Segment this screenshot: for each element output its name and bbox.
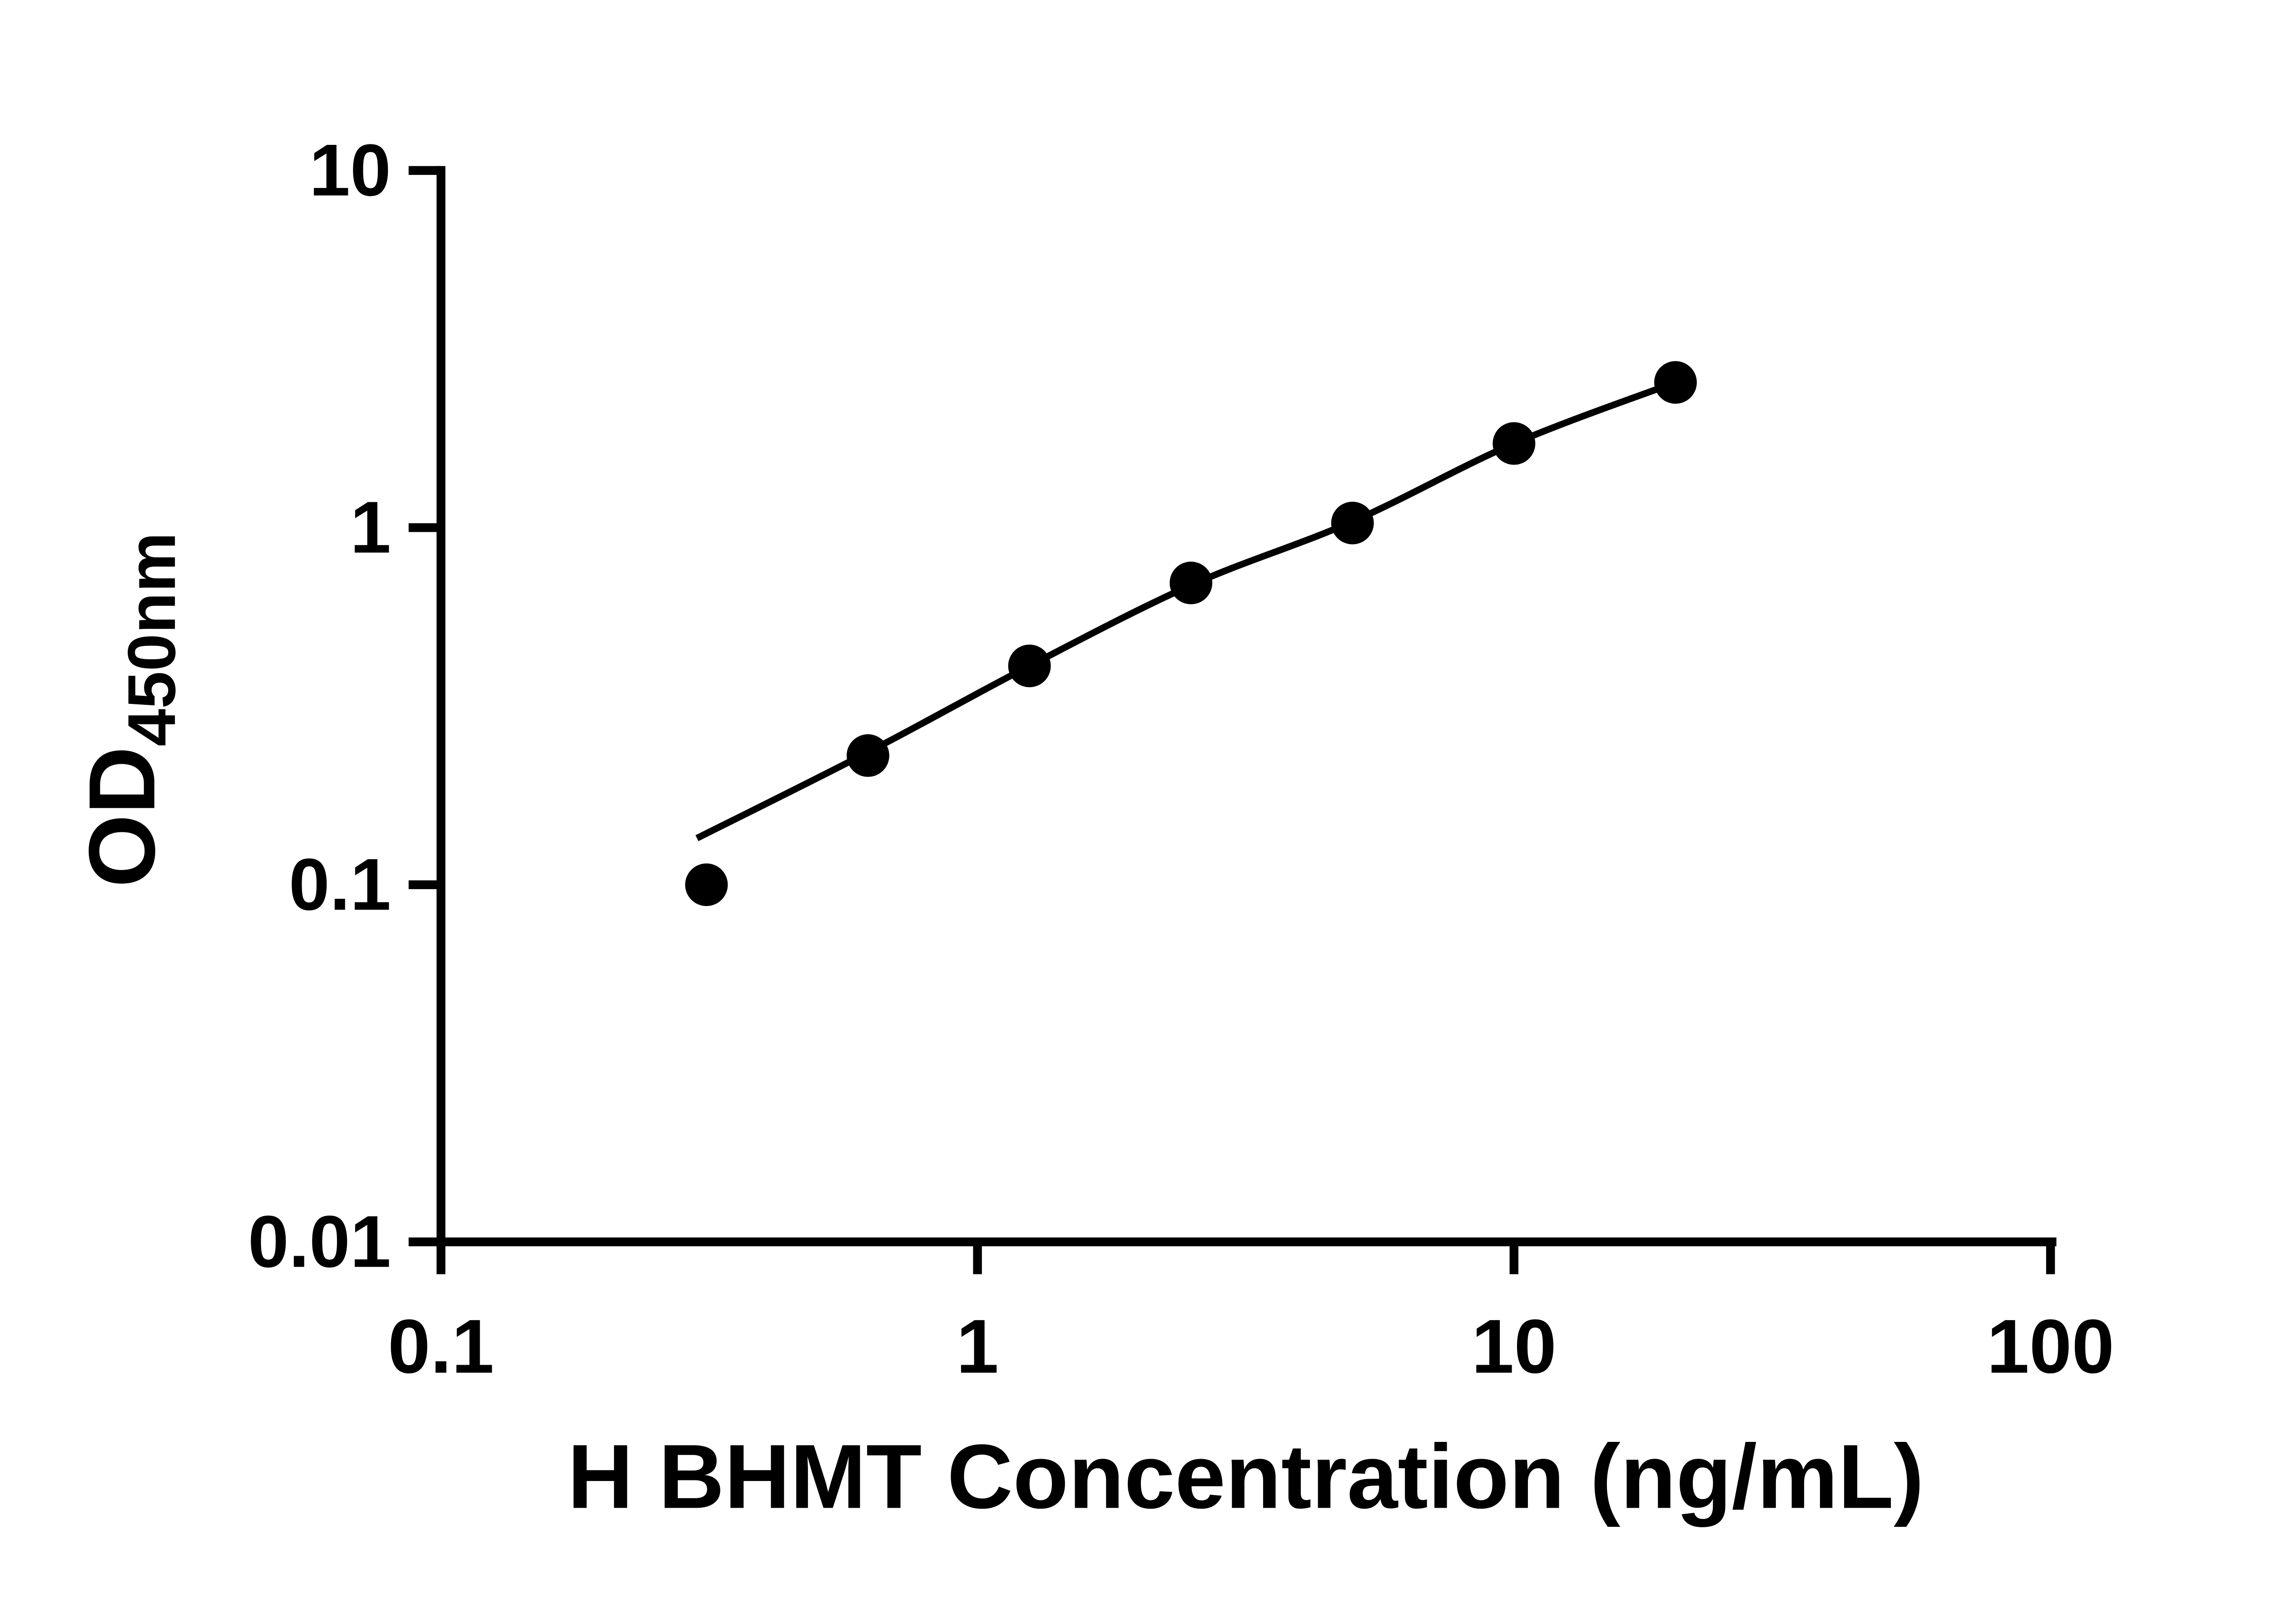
x-tick-label: 10 — [1472, 1304, 1557, 1389]
x-tick-label: 0.1 — [388, 1304, 494, 1389]
y-tick-label: 1 — [350, 487, 391, 569]
data-point — [1654, 361, 1697, 404]
data-point — [685, 863, 728, 906]
y-axis-title-subscript: 450nm — [114, 532, 189, 747]
data-point — [1170, 561, 1213, 604]
x-axis-title: H BHMT Concentration (ng/mL) — [567, 1425, 1924, 1527]
y-axis-title-main: OD — [69, 747, 174, 888]
x-tick-label: 100 — [1987, 1304, 2114, 1389]
data-point — [1331, 501, 1374, 545]
x-tick-label: 1 — [956, 1304, 999, 1389]
data-point — [1008, 644, 1051, 688]
y-axis-title: OD450nm — [69, 532, 189, 887]
y-tick-label: 10 — [309, 129, 391, 211]
y-tick-label: 0.01 — [248, 1201, 391, 1283]
y-tick-label: 0.1 — [289, 844, 391, 926]
data-point — [1493, 422, 1536, 465]
data-point — [847, 734, 889, 777]
